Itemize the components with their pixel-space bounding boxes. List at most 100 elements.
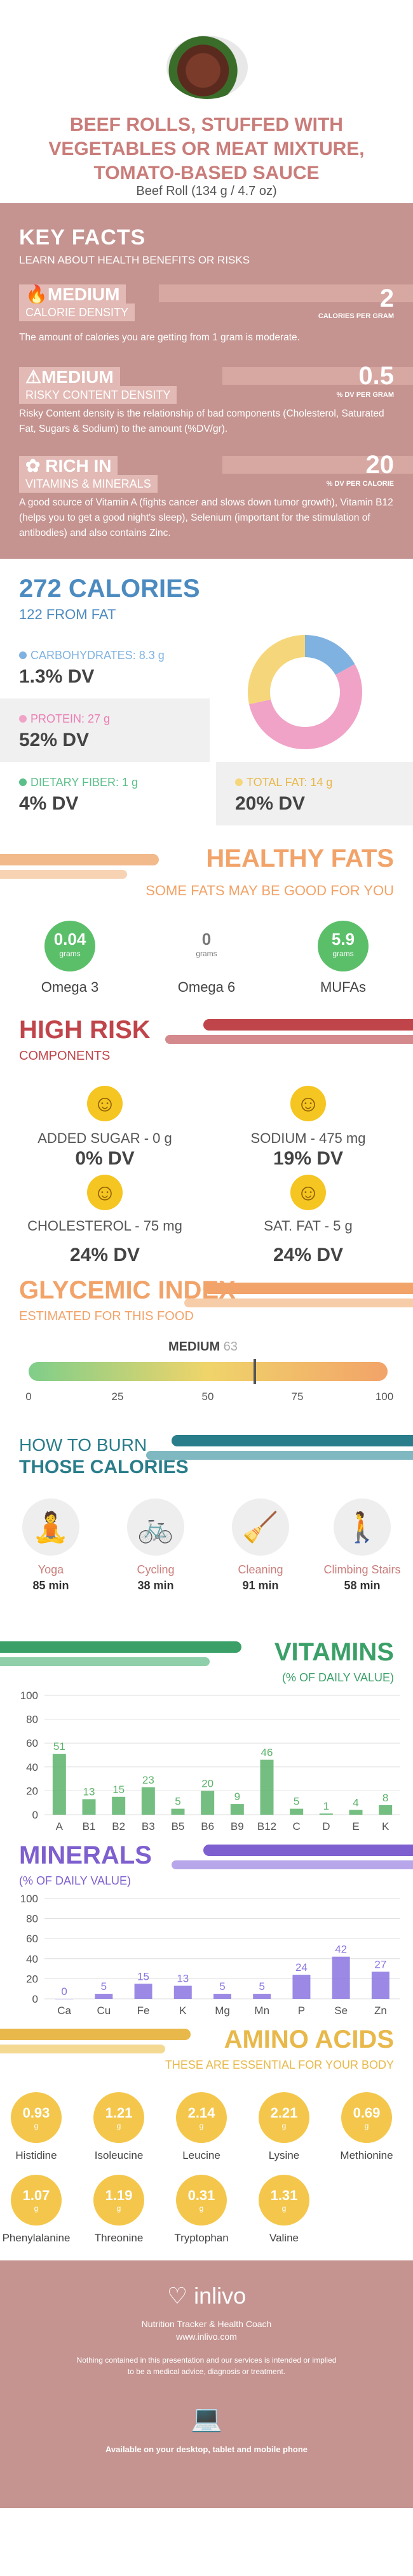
donut-slice-fat xyxy=(248,635,305,705)
bar-value-label: 1 xyxy=(323,1800,329,1812)
bar xyxy=(253,1994,271,1999)
burn-title-2: THOSE CALORIES xyxy=(19,1457,189,1478)
vitamins-value: 20 xyxy=(365,451,395,479)
bar-value-label: 15 xyxy=(137,1970,149,1982)
y-tick-label: 20 xyxy=(26,1785,38,1797)
bar xyxy=(134,1984,152,1999)
amino-label: Leucine xyxy=(182,2149,220,2161)
smile-face-icon: ☺ xyxy=(290,1086,326,1121)
glycemic-value: 63 xyxy=(223,1340,238,1354)
gi-tick-0: 0 xyxy=(25,1391,32,1403)
gi-tick-50: 50 xyxy=(201,1391,214,1403)
glycemic-scale-bar xyxy=(29,1362,388,1381)
glycemic-title: GLYCEMIC INDEX xyxy=(19,1276,236,1304)
food-photo xyxy=(166,36,248,99)
fat-dv: 20% DV xyxy=(235,793,306,814)
amino-label: Isoleucine xyxy=(94,2149,144,2161)
added-sugar-dv: 0% DV xyxy=(75,1148,135,1169)
healthy-fats-title: HEALTHY FATS xyxy=(206,844,394,872)
sodium-dv: 19% DV xyxy=(273,1148,344,1169)
omega3-label: Omega 3 xyxy=(41,979,99,995)
risky-density-desc: Risky Content density is the relationshi… xyxy=(19,408,384,434)
decor-stripe xyxy=(0,2029,191,2040)
amino-circle: 1.21 g xyxy=(93,2092,144,2143)
risky-density-level: ⚠MEDIUM xyxy=(19,367,120,387)
risky-density-label: RISKY CONTENT DENSITY xyxy=(19,386,177,404)
omega3-circle: 0.04 grams xyxy=(44,921,95,971)
gi-tick-75: 75 xyxy=(291,1391,304,1403)
burn-title-1: HOW TO BURN xyxy=(19,1435,147,1455)
healthy-fats-section: HEALTHY FATS SOME FATS MAY BE GOOD FOR Y… xyxy=(0,832,413,1016)
y-tick-label: 40 xyxy=(26,1761,38,1773)
leaf-icon: ✿ xyxy=(25,456,41,476)
decor-stripe xyxy=(203,1019,413,1031)
omega6-label: Omega 6 xyxy=(177,979,236,995)
y-tick-label: 0 xyxy=(32,1809,38,1821)
decor-stripe xyxy=(0,1657,210,1666)
key-facts-section: KEY FACTS LEARN ABOUT HEALTH BENEFITS OR… xyxy=(0,203,413,559)
protein-dot xyxy=(19,715,27,723)
bar xyxy=(319,1813,333,1815)
fat-block: TOTAL FAT: 14 g 20% DV xyxy=(216,762,413,825)
healthy-fats-subtitle: SOME FATS MAY BE GOOD FOR YOU xyxy=(146,883,394,898)
amino-circle: 0.31 g xyxy=(176,2175,227,2226)
bar-value-label: 5 xyxy=(101,1980,107,1992)
bar-value-label: 20 xyxy=(201,1777,213,1789)
y-tick-label: 60 xyxy=(26,1933,38,1945)
fiber-block: DIETARY FIBER: 1 g 4% DV xyxy=(0,762,210,825)
available-text: Available on your desktop, tablet and mo… xyxy=(105,2445,308,2454)
activity-cycling: 🚲 Cycling 38 min xyxy=(111,1498,200,1592)
warning-icon: ⚠ xyxy=(25,367,42,387)
cleaning-icon: 🧹 xyxy=(232,1498,289,1556)
calorie-density-label: CALORIE DENSITY xyxy=(19,304,135,321)
carbs-dv: 1.3% DV xyxy=(19,666,95,687)
minerals-section: MINERALS (% OF DAILY VALUE) 0 20 40 60 80 100… xyxy=(0,1841,413,2025)
y-tick-label: 100 xyxy=(20,1893,38,1905)
fiber-dot xyxy=(19,778,27,786)
decor-stripe xyxy=(172,1435,413,1446)
bar-value-label: 5 xyxy=(294,1796,299,1808)
protein-label: PROTEIN: 27 g xyxy=(30,712,111,725)
x-tick-label: Fe xyxy=(137,2005,150,2017)
amino-circle: 1.07 g xyxy=(11,2175,62,2226)
sodium-label: SODIUM - 475 mg xyxy=(250,1130,366,1146)
minerals-title: MINERALS xyxy=(19,1841,152,1869)
yoga-icon: 🧘 xyxy=(22,1498,79,1556)
y-tick-label: 0 xyxy=(32,1993,38,2005)
fiber-label: DIETARY FIBER: 1 g xyxy=(30,776,139,789)
amino-circle: 2.21 g xyxy=(259,2092,309,2143)
calories-title: 272 CALORIES xyxy=(19,575,200,603)
bar-value-label: 8 xyxy=(383,1792,388,1804)
cholesterol-label: CHOLESTEROL - 75 mg xyxy=(27,1218,182,1234)
bar-value-label: 0 xyxy=(61,1985,67,1998)
x-tick-label: P xyxy=(298,2005,305,2017)
decor-stripe xyxy=(184,1298,413,1307)
glycemic-level: MEDIUM xyxy=(168,1340,220,1354)
omega6-circle: 0 grams xyxy=(181,921,232,971)
devices-icon: 💻 xyxy=(191,2405,222,2433)
x-tick-label: Mn xyxy=(254,2005,269,2017)
calorie-density-desc: The amount of calories you are getting f… xyxy=(19,332,300,343)
amino-circle: 2.14 g xyxy=(176,2092,227,2143)
amino-label: Tryptophan xyxy=(174,2232,229,2244)
bar-value-label: 9 xyxy=(234,1791,240,1803)
donut-slice-carbs xyxy=(305,635,355,676)
bar-value-label: 23 xyxy=(142,1774,154,1786)
fat-label: TOTAL FAT: 14 g xyxy=(247,776,333,789)
calorie-density-unit: CALORIES PER GRAM xyxy=(318,312,394,320)
brand-url[interactable]: www.inlivo.com xyxy=(176,2332,237,2342)
amino-label: Phenylalanine xyxy=(2,2232,71,2244)
x-tick-label: Ca xyxy=(57,2005,71,2017)
bar xyxy=(260,1759,274,1815)
macro-donut-chart xyxy=(248,635,362,749)
bar-value-label: 42 xyxy=(335,1944,347,1956)
vitamins-desc: A good source of Vitamin A (fights cance… xyxy=(19,497,393,538)
key-facts-title: KEY FACTS xyxy=(19,225,146,250)
x-tick-label: D xyxy=(322,1820,330,1832)
carbs-label: CARBOHYDRATES: 8.3 g xyxy=(30,649,165,662)
decor-stripe xyxy=(146,1451,413,1460)
amino-circle: 0.93 g xyxy=(11,2092,62,2143)
amino-label: Methionine xyxy=(340,2149,393,2161)
vitamins-subtitle: (% OF DAILY VALUE) xyxy=(281,1671,394,1684)
stairs-icon: 🚶 xyxy=(334,1498,391,1556)
